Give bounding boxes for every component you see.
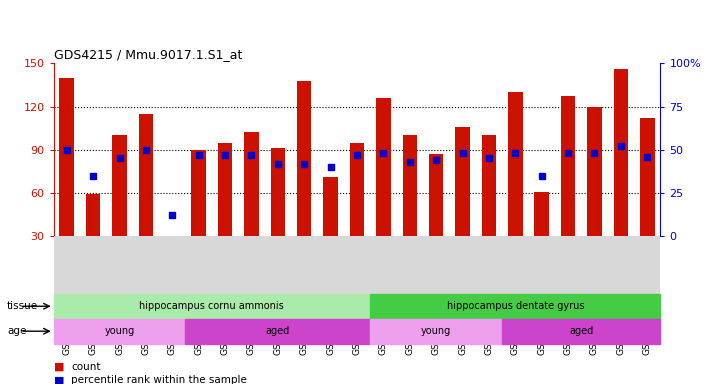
Bar (112, 136, 127, 236)
Text: young: young (104, 326, 135, 336)
Bar (508, 92, 523, 236)
Text: hippocampus dentate gyrus: hippocampus dentate gyrus (446, 301, 584, 311)
Bar (271, 148, 285, 236)
Bar (535, 192, 549, 236)
Text: young: young (421, 326, 451, 336)
Bar (403, 136, 417, 236)
Bar (502, 319, 660, 344)
Bar (323, 177, 338, 236)
Bar (186, 319, 370, 344)
Text: hippocampus cornu ammonis: hippocampus cornu ammonis (139, 301, 284, 311)
Text: aged: aged (569, 326, 593, 336)
Bar (59, 78, 74, 236)
Bar (139, 114, 154, 236)
Text: tissue: tissue (7, 301, 39, 311)
Bar (640, 118, 655, 236)
Bar (482, 136, 496, 236)
Bar (218, 142, 232, 236)
Bar (429, 154, 443, 236)
Bar (54, 294, 370, 319)
Text: count: count (71, 362, 101, 372)
Text: ■: ■ (54, 375, 64, 384)
Bar (191, 150, 206, 236)
Bar (350, 142, 364, 236)
Bar (456, 127, 470, 236)
Bar (370, 319, 502, 344)
Bar (86, 194, 101, 236)
Text: age: age (7, 326, 26, 336)
Bar (54, 319, 186, 344)
Bar (244, 132, 258, 236)
Bar (587, 107, 602, 236)
Text: GDS4215 / Mmu.9017.1.S1_at: GDS4215 / Mmu.9017.1.S1_at (54, 48, 242, 61)
Bar (297, 81, 311, 236)
Text: ■: ■ (54, 362, 64, 372)
Text: aged: aged (266, 326, 290, 336)
Bar (613, 69, 628, 236)
Bar (370, 294, 660, 319)
Bar (560, 96, 575, 236)
Text: percentile rank within the sample: percentile rank within the sample (71, 375, 247, 384)
Bar (376, 98, 391, 236)
